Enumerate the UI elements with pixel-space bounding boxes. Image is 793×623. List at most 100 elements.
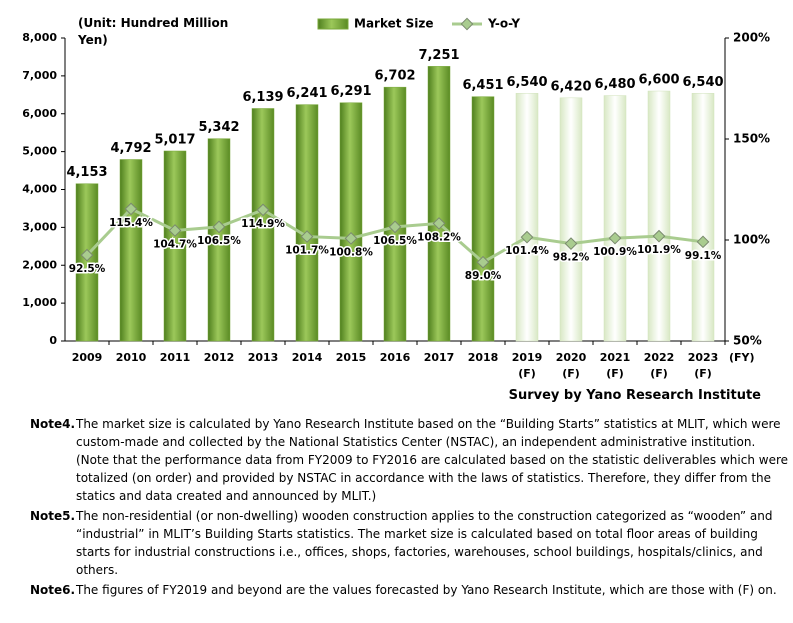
- line-value-label: 99.1%: [685, 250, 722, 262]
- line-marker: [520, 230, 534, 244]
- bar-value-label: 6,291: [330, 84, 371, 99]
- bar-value-label: 4,153: [66, 165, 107, 180]
- x-tick-label: 2023 (F): [687, 351, 719, 380]
- line-marker: [476, 255, 490, 269]
- line-marker: [564, 237, 578, 250]
- note-text: The figures of FY2019 and beyond are the…: [76, 583, 777, 597]
- line-marker: [124, 202, 138, 216]
- line-marker: [256, 203, 270, 217]
- bar: [691, 93, 715, 342]
- bar: [339, 102, 363, 342]
- x-tick-label: 2022 (F): [643, 351, 675, 380]
- chart: 0 1,000 2,000 3,000 4,000 5,000 6,000 7,000 8,00…: [22, 17, 770, 365]
- y2-tick-label: 200%: [733, 31, 770, 45]
- bar-value-label: 6,600: [638, 73, 679, 88]
- note-label: Note6.: [30, 583, 76, 597]
- bar-value-label: 6,241: [286, 86, 327, 101]
- x-tick-label: 2011: [159, 351, 191, 364]
- y-tick-label: 7,000: [22, 69, 57, 82]
- x-tick-label: 2016: [379, 351, 411, 364]
- bar-value-label: 7,251: [418, 48, 459, 63]
- y-tick-label: 6,000: [22, 107, 57, 120]
- y2-tick-label: 50%: [733, 334, 762, 348]
- bar: [515, 93, 539, 342]
- unit-label: (Unit: Hundred Million Yen): [78, 16, 229, 47]
- note: Note4. The market size is calculated by Y…: [30, 415, 790, 505]
- bar: [603, 95, 627, 342]
- line-value-label: 89.0%: [465, 270, 502, 282]
- line-value-label: 106.5%: [373, 235, 417, 247]
- y2-tick-label: 100%: [733, 233, 770, 247]
- y-tick-label: 0: [49, 334, 57, 347]
- bar-value-label: 6,451: [462, 78, 503, 93]
- bar: [427, 66, 451, 342]
- line-marker: [344, 232, 358, 245]
- line-marker: [696, 235, 710, 249]
- note-text: The market size is calculated by Yano Re…: [76, 417, 789, 503]
- note: Note5. The non-residential (or non-dwelli…: [30, 507, 790, 579]
- line-value-label: 100.9%: [593, 246, 637, 258]
- x-tick-label: 2020 (F): [555, 351, 587, 380]
- y-tick-label: 2,000: [22, 258, 57, 271]
- y-tick-label: 1,000: [22, 296, 57, 309]
- bar-value-label: 5,017: [154, 132, 195, 147]
- bar-value-label: 6,540: [506, 75, 547, 90]
- line-value-label: 101.4%: [505, 245, 549, 257]
- bar: [559, 97, 583, 342]
- x-tick-label: 2010: [115, 351, 147, 364]
- bar-value-label: 6,702: [374, 69, 415, 84]
- bar: [75, 183, 99, 342]
- bar: [251, 108, 275, 342]
- line-value-label: 100.8%: [329, 246, 373, 258]
- x-unit: (FY): [729, 351, 755, 364]
- line-marker: [168, 224, 182, 237]
- x-tick-label: 2017: [423, 351, 455, 364]
- bar-value-label: 6,139: [242, 90, 283, 105]
- y-tick-label: 5,000: [22, 145, 57, 158]
- bar: [383, 86, 407, 342]
- line-value-label: 101.9%: [637, 244, 681, 256]
- legend-label: Market Size: [354, 17, 434, 31]
- note-text: The non-residential (or non-dwelling) wo…: [76, 509, 773, 577]
- line-marker: [80, 248, 94, 262]
- line-marker: [608, 231, 622, 245]
- legend-label: Y-o-Y: [487, 17, 520, 31]
- y2-tick-label: 150%: [733, 132, 770, 146]
- x-tick-label: 2009: [71, 351, 103, 364]
- source: Survey by Yano Research Institute: [508, 388, 761, 403]
- line-value-label: 106.5%: [197, 235, 241, 247]
- bar: [471, 96, 495, 342]
- line-value-label: 98.2%: [553, 252, 590, 264]
- note-label: Note5.: [30, 509, 76, 523]
- bar-value-label: 4,792: [110, 141, 151, 156]
- line-value-label: 104.7%: [153, 239, 197, 251]
- line-value-label: 108.2%: [417, 231, 461, 243]
- bar: [647, 90, 671, 342]
- legend-swatch: [317, 18, 349, 30]
- line-marker: [300, 230, 314, 243]
- line-value-label: 101.7%: [285, 245, 329, 257]
- x-tick-label: 2014: [291, 351, 323, 364]
- y-tick-label: 4,000: [22, 183, 57, 196]
- x-tick-label: 2021 (F): [599, 351, 631, 380]
- bar: [295, 104, 319, 342]
- y-tick-label: 3,000: [22, 220, 57, 233]
- bar: [207, 138, 231, 342]
- bar-value-label: 5,342: [198, 120, 239, 135]
- note-label: Note4.: [30, 417, 76, 431]
- legend-swatch: [460, 17, 474, 31]
- x-tick-label: 2012: [203, 351, 235, 364]
- bar-value-label: 6,480: [594, 77, 635, 92]
- bar: [163, 150, 187, 342]
- bar-value-label: 6,420: [550, 79, 591, 94]
- line-value-label: 115.4%: [109, 217, 153, 229]
- note: Note6. The figures of FY2019 and beyond a…: [30, 581, 790, 599]
- line-value-label: 114.9%: [241, 218, 285, 230]
- line-marker: [212, 220, 226, 234]
- x-tick-label: 2018: [467, 351, 499, 364]
- x-tick-label: 2013: [247, 351, 279, 364]
- y-tick-label: 8,000: [22, 31, 57, 44]
- line-marker: [652, 229, 666, 243]
- bar: [119, 159, 143, 342]
